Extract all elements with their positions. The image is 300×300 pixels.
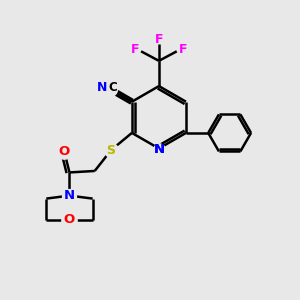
Text: S: S — [106, 144, 116, 157]
Text: O: O — [58, 145, 70, 158]
Text: F: F — [155, 33, 163, 46]
Text: N: N — [97, 81, 107, 94]
Text: F: F — [131, 43, 140, 56]
Text: C: C — [108, 81, 117, 94]
Text: N: N — [64, 189, 75, 202]
Text: N: N — [154, 143, 165, 156]
Text: N: N — [154, 143, 165, 156]
Text: O: O — [64, 214, 75, 226]
Text: F: F — [178, 43, 187, 56]
